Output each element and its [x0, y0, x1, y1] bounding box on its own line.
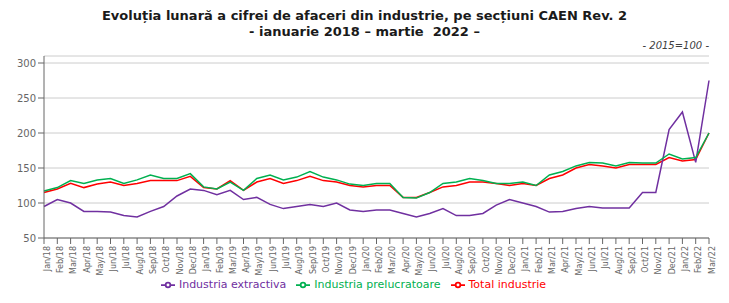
svg-text:Aug/20: Aug/20	[455, 246, 464, 275]
svg-text:Feb/20: Feb/20	[375, 246, 384, 273]
svg-text:May/19: May/19	[255, 246, 264, 275]
svg-text:Mar/18: Mar/18	[69, 246, 78, 274]
html-text:Industria extractiva: Industria extractiva	[178, 278, 287, 291]
svg-text:May/20: May/20	[415, 246, 424, 275]
svg-text:Mar/22: Mar/22	[708, 246, 717, 274]
svg-text:May/18: May/18	[96, 246, 105, 275]
svg-text:Dec/18: Dec/18	[189, 246, 198, 274]
svg-text:Oct/21: Oct/21	[641, 246, 650, 273]
html-text:Total industrie: Total industrie	[468, 278, 547, 291]
svg-text:Jan/18: Jan/18	[43, 246, 52, 272]
svg-text:Feb/21: Feb/21	[535, 246, 544, 273]
svg-text:Jan/19: Jan/19	[202, 246, 211, 272]
svg-text:Oct/18: Oct/18	[162, 246, 171, 273]
svg-text:Jul/19: Jul/19	[282, 246, 291, 270]
svg-text:300: 300	[17, 58, 36, 69]
svg-text:May/21: May/21	[575, 246, 584, 275]
svg-text:Oct/20: Oct/20	[482, 246, 491, 273]
svg-text:Dec/21: Dec/21	[668, 246, 677, 274]
svg-text:Sep/19: Sep/19	[309, 246, 318, 274]
svg-text:Jul/18: Jul/18	[122, 246, 131, 270]
svg-text:Jul/21: Jul/21	[601, 246, 610, 270]
svg-text:Apr/18: Apr/18	[83, 246, 92, 273]
svg-text:200: 200	[17, 128, 36, 139]
svg-text:Nov/19: Nov/19	[335, 246, 344, 275]
svg-text:Feb/22: Feb/22	[694, 246, 703, 273]
svg-text:Oct/19: Oct/19	[322, 246, 331, 273]
svg-text:Nov/20: Nov/20	[495, 246, 504, 275]
html-text:- 2015=100 -: - 2015=100 -	[642, 40, 709, 51]
svg-text:Apr/19: Apr/19	[242, 246, 251, 273]
svg-text:Aug/21: Aug/21	[615, 246, 624, 275]
svg-text:Jun/18: Jun/18	[109, 246, 118, 272]
svg-text:Apr/21: Apr/21	[561, 246, 570, 273]
svg-text:Jan/22: Jan/22	[681, 246, 690, 272]
html-text:Evoluția lunară a cifrei de af: Evoluția lunară a cifrei de afaceri din …	[101, 8, 628, 23]
svg-text:Mar/21: Mar/21	[548, 246, 557, 274]
html-text:- ianuarie 2018 – martie 2022: - ianuarie 2018 – martie 2022 –	[249, 24, 480, 39]
svg-text:250: 250	[17, 93, 36, 104]
svg-text:Jun/21: Jun/21	[588, 246, 597, 272]
html-text:Industria prelucratoare: Industria prelucratoare	[314, 278, 441, 291]
svg-text:Jul/20: Jul/20	[442, 246, 451, 270]
svg-text:Jun/19: Jun/19	[269, 246, 278, 272]
svg-text:100: 100	[17, 198, 36, 209]
svg-text:Mar/20: Mar/20	[388, 246, 397, 274]
svg-text:Dec/19: Dec/19	[349, 246, 358, 274]
svg-text:Sep/18: Sep/18	[149, 246, 158, 274]
svg-text:Sep/20: Sep/20	[468, 246, 477, 274]
svg-text:Dec/20: Dec/20	[508, 246, 517, 274]
svg-text:Aug/19: Aug/19	[295, 246, 304, 275]
svg-text:Sep/21: Sep/21	[628, 246, 637, 274]
svg-text:Mar/19: Mar/19	[229, 246, 238, 274]
svg-text:Jan/20: Jan/20	[362, 246, 371, 272]
svg-text:Jan/21: Jan/21	[521, 246, 530, 272]
svg-text:Aug/18: Aug/18	[136, 246, 145, 275]
svg-text:Feb/18: Feb/18	[56, 246, 65, 273]
svg-text:Apr/20: Apr/20	[402, 246, 411, 273]
svg-text:Nov/18: Nov/18	[176, 246, 185, 275]
svg-text:150: 150	[17, 163, 36, 174]
svg-text:Feb/19: Feb/19	[216, 246, 225, 273]
svg-text:Nov/21: Nov/21	[654, 246, 663, 275]
svg-text:50: 50	[23, 233, 36, 244]
svg-text:Jun/20: Jun/20	[428, 246, 437, 272]
